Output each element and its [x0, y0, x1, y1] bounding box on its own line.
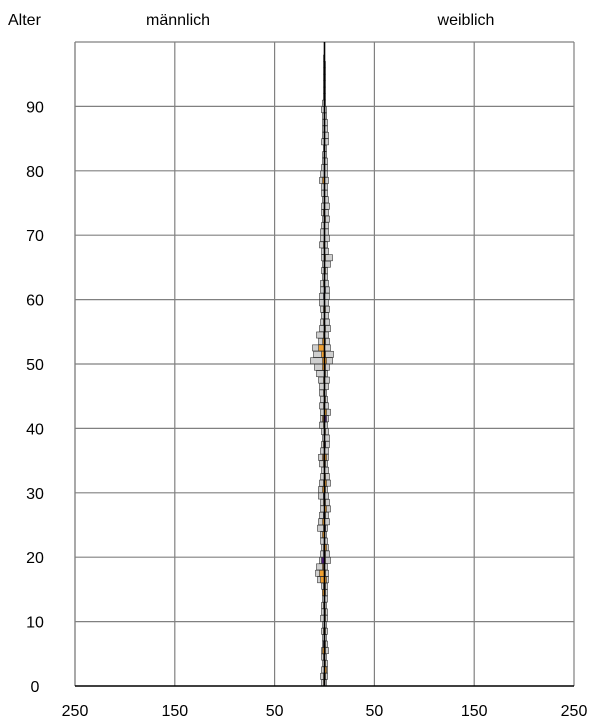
y-tick-label: 40 — [26, 421, 44, 438]
x-tick-label: 150 — [461, 703, 488, 720]
female-bar — [324, 260, 331, 268]
male-bar — [316, 370, 325, 378]
y-tick-label: 60 — [26, 293, 44, 310]
female-bar — [324, 350, 334, 358]
y-axis-title: Alter — [8, 12, 42, 29]
male-bar — [318, 344, 325, 352]
axes-layer — [74, 42, 574, 687]
x-tick-label: 50 — [266, 703, 284, 720]
y-tick-label: 30 — [26, 486, 44, 503]
y-tick-label: 0 — [31, 679, 40, 696]
tick-labels: 0 10 20 30 40 50 60 70 80 90 250 150 50 50 150 250 — [26, 99, 587, 720]
y-tick-label: 80 — [26, 164, 44, 181]
y-tick-label: 50 — [26, 357, 44, 374]
y-tick-label: 20 — [26, 550, 44, 567]
male-label: männlich — [146, 12, 210, 29]
y-tick-label: 10 — [26, 615, 44, 632]
y-tick-label: 70 — [26, 228, 44, 245]
x-tick-label: 250 — [561, 703, 588, 720]
female-bar — [324, 344, 331, 352]
x-tick-label: 250 — [62, 703, 89, 720]
x-tick-label: 150 — [161, 703, 188, 720]
female-label: weiblich — [437, 12, 495, 29]
x-tick-label: 50 — [366, 703, 384, 720]
y-tick-label: 90 — [26, 99, 44, 116]
